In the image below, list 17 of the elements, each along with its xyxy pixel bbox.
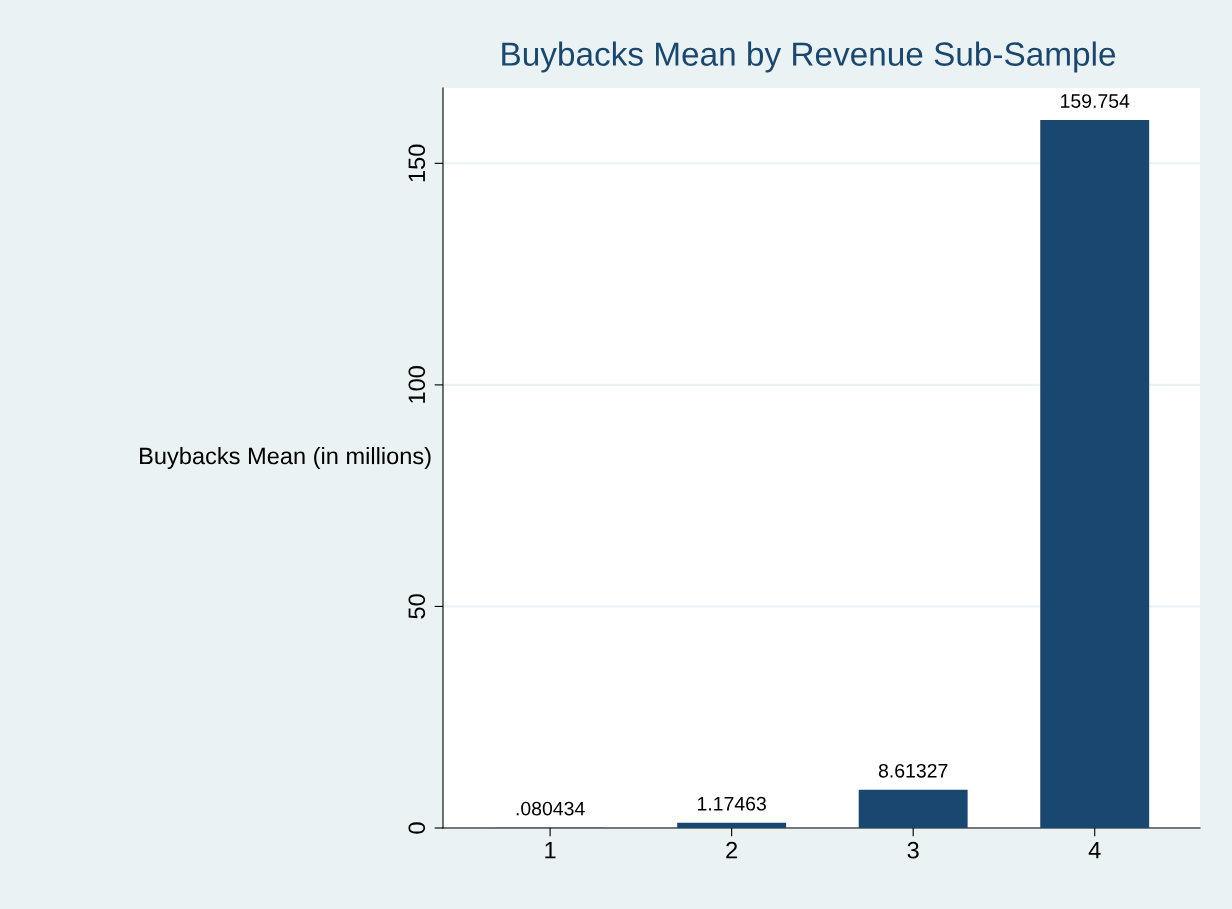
y-axis-title: Buybacks Mean (in millions) xyxy=(140,446,431,470)
data-label: 8.61327 xyxy=(878,763,948,778)
data-label: 159.754 xyxy=(1061,94,1130,108)
y-tick-label: 0 xyxy=(408,822,426,834)
x-tick-label: 3 xyxy=(907,841,919,859)
x-tick-label: 2 xyxy=(726,841,738,859)
x-tick-label: 4 xyxy=(1088,842,1101,859)
data-label: .080434 xyxy=(516,801,585,816)
chart-title: Buybacks Mean by Revenue Sub-Sample xyxy=(502,41,1116,73)
bar xyxy=(858,789,968,828)
bar xyxy=(677,822,787,828)
data-label: 1.17463 xyxy=(697,796,766,811)
y-tick-label: 150 xyxy=(408,144,426,182)
y-tick-label: 50 xyxy=(408,594,426,619)
y-tick-label: 100 xyxy=(408,366,426,403)
x-tick-label: 1 xyxy=(545,842,556,859)
bar xyxy=(1040,120,1150,828)
